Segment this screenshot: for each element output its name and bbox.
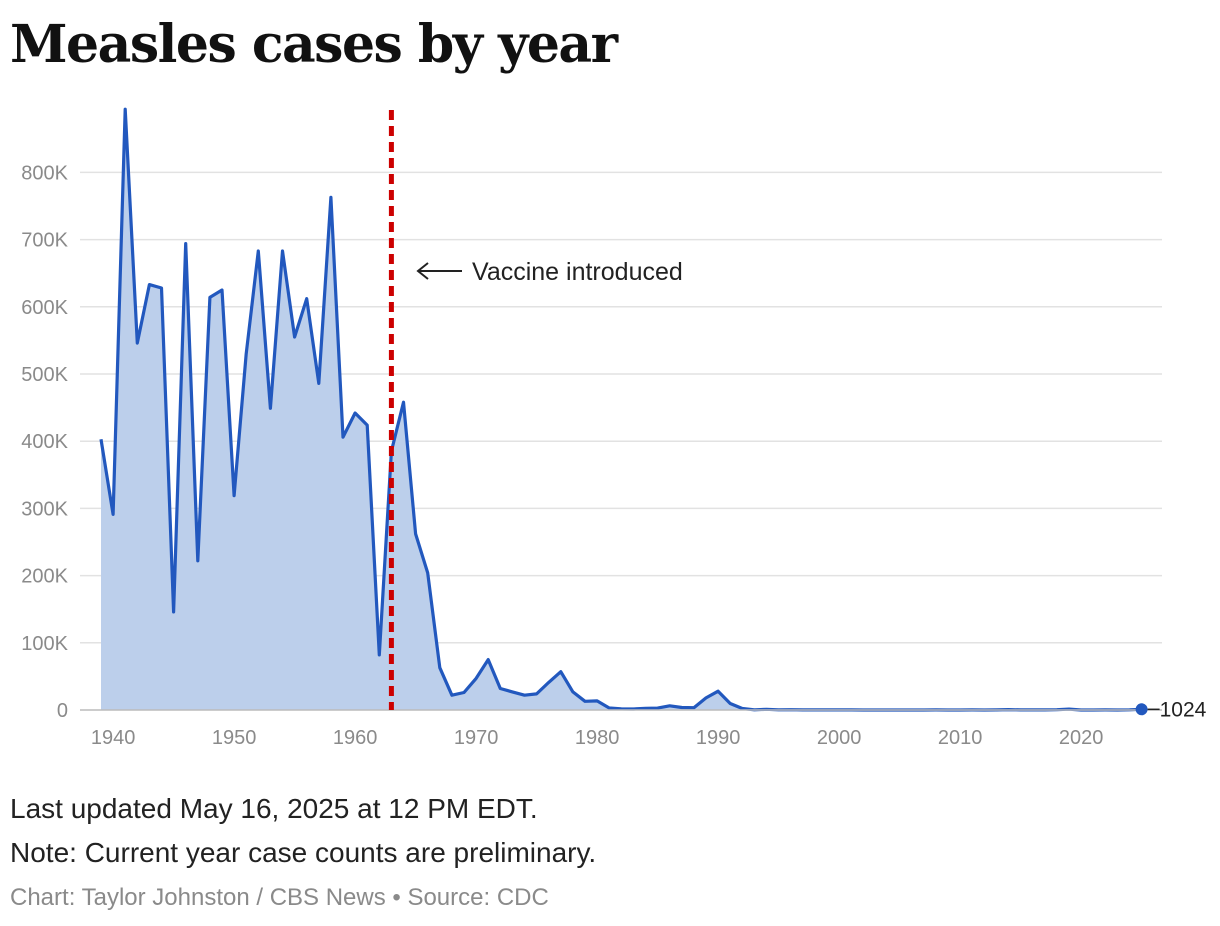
chart-title: Measles cases by year (10, 14, 618, 75)
y-tick-label: 500K (21, 364, 68, 386)
x-tick-label: 1950 (212, 727, 257, 749)
y-tick-label: 100K (21, 633, 68, 655)
x-tick-label: 2010 (938, 727, 983, 749)
last-updated-text: Last updated May 16, 2025 at 12 PM EDT. (10, 793, 538, 824)
y-tick-label: 600K (21, 297, 68, 319)
y-tick-label: 0 (57, 700, 68, 722)
vaccine-annotation: Vaccine introduced (416, 258, 683, 286)
x-tick-label: 1940 (91, 727, 136, 749)
end-point-marker (1135, 703, 1148, 716)
left-arrow-icon (416, 262, 462, 280)
x-tick-label: 1990 (696, 727, 741, 749)
y-axis-ticks: 0 100K 200K 300K 400K 500K 600K 700K 800K (21, 162, 68, 722)
x-tick-label: 2000 (817, 727, 862, 749)
end-value-label: 1024 (1160, 698, 1207, 721)
y-tick-label: 800K (21, 162, 68, 184)
x-tick-label: 1970 (454, 727, 499, 749)
x-tick-label: 1980 (575, 727, 620, 749)
credit-text: Chart: Taylor Johnston / CBS News • Sour… (10, 884, 549, 911)
chart-svg: Vaccine introduced 0 100K 200K 300K 400K 500K… (21, 107, 1207, 749)
x-tick-label: 1960 (333, 727, 378, 749)
annotation-text: Vaccine introduced (472, 258, 683, 286)
y-tick-label: 300K (21, 498, 68, 520)
y-tick-label: 700K (21, 230, 68, 252)
x-tick-label: 2020 (1059, 727, 1104, 749)
note-text: Note: Current year case counts are preli… (10, 837, 597, 868)
cases-area (101, 109, 1142, 710)
y-tick-label: 400K (21, 431, 68, 453)
x-axis-ticks: 1940 1950 1960 1970 1980 1990 2000 2010 2020 (91, 727, 1104, 749)
y-tick-label: 200K (21, 566, 68, 588)
